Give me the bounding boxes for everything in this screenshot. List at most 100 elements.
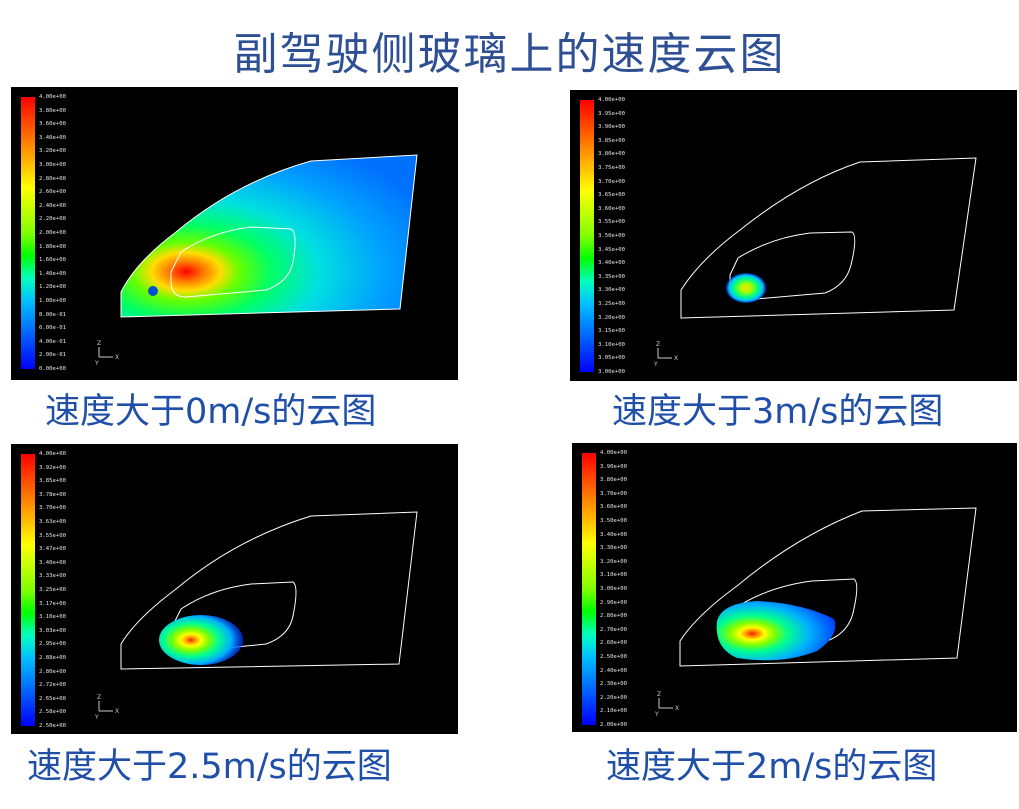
legend-tick-label: 3.55e+00 bbox=[598, 219, 625, 226]
svg-text:Y: Y bbox=[653, 361, 658, 368]
svg-text:Z: Z bbox=[97, 694, 101, 701]
legend-tick-label: 2.00e+00 bbox=[600, 722, 627, 728]
svg-text:X: X bbox=[674, 355, 678, 362]
legend-tick-label: 3.65e+00 bbox=[598, 192, 625, 199]
legend-tick-label: 3.25e+00 bbox=[39, 587, 66, 593]
legend-tick-label: 3.10e+00 bbox=[39, 614, 66, 621]
legend-tick-label: 1.20e+00 bbox=[39, 284, 66, 291]
legend-tick-label: 3.85e+00 bbox=[598, 137, 625, 144]
legend-tick-label: 2.00e-01 bbox=[39, 352, 66, 359]
legend-tick-label: 3.20e+00 bbox=[600, 558, 627, 565]
legend-tick-label: 3.55e+00 bbox=[39, 532, 66, 539]
panel-caption-2-5ms: 速度大于2.5m/s的云图 bbox=[27, 747, 392, 787]
legend-tick-label: 2.20e+00 bbox=[600, 694, 627, 701]
axis-triad: Z X Y bbox=[653, 341, 678, 368]
svg-text:Y: Y bbox=[94, 360, 99, 367]
svg-text:X: X bbox=[675, 705, 679, 712]
legend-tick-label: 3.15e+00 bbox=[598, 328, 625, 335]
legend-tick-label: 2.40e+00 bbox=[600, 667, 627, 674]
legend-tick-label: 2.70e+00 bbox=[600, 626, 627, 633]
panel-caption-3ms: 速度大于3m/s的云图 bbox=[612, 392, 944, 432]
legend-tick-label: 8.00e-01 bbox=[39, 311, 66, 318]
legend-tick-label: 3.20e+00 bbox=[598, 314, 625, 321]
legend-tick-label: 2.80e+00 bbox=[39, 668, 66, 675]
legend-tick-label: 3.70e+00 bbox=[600, 490, 627, 497]
legend-tick-label: 3.00e+00 bbox=[598, 369, 625, 375]
legend-tick-label: 2.50e+00 bbox=[600, 654, 627, 660]
legend-tick-label: 2.40e+00 bbox=[39, 202, 66, 209]
legend-tick-label: 3.75e+00 bbox=[598, 165, 625, 171]
legend-tick-label: 2.30e+00 bbox=[600, 681, 627, 688]
legend-tick-label: 2.50e+00 bbox=[39, 723, 66, 729]
legend-tick-label: 2.80e+00 bbox=[600, 613, 627, 620]
legend-tick-label: 3.95e+00 bbox=[598, 110, 625, 117]
legend-tick-label: 3.45e+00 bbox=[598, 246, 625, 253]
legend-tick-label: 3.90e+00 bbox=[600, 463, 627, 470]
legend-tick-label: 3.80e+00 bbox=[598, 151, 625, 158]
axis-triad: Z X Y bbox=[94, 340, 119, 367]
legend-tick-label: 3.60e+00 bbox=[600, 504, 627, 511]
colorbar bbox=[21, 97, 35, 369]
legend-tick-label: 3.63e+00 bbox=[39, 519, 66, 525]
legend-tick-label: 1.80e+00 bbox=[39, 243, 66, 250]
legend-tick-label: 2.90e+00 bbox=[600, 599, 627, 606]
contour-panel-3ms: Z X Y 4.00e+00 3.95e+00 3.90e+00 3.85e+00 3.… bbox=[570, 90, 1017, 381]
legend-tick-label: 3.40e+00 bbox=[39, 134, 66, 141]
svg-text:Z: Z bbox=[656, 341, 660, 348]
legend-tick-label: 3.70e+00 bbox=[39, 505, 66, 512]
colorbar bbox=[21, 454, 35, 726]
legend-tick-label: 4.00e-01 bbox=[39, 338, 66, 345]
contour-panel-0ms: Z X Y 4.00e+00 3.80e+00 3.60e+00 3.40e+00 3.… bbox=[11, 87, 458, 380]
legend-tick-label: 4.00e+00 bbox=[39, 94, 66, 100]
contour-plot-2ms: Z X Y bbox=[654, 507, 977, 718]
legend-tick-label: 2.65e+00 bbox=[39, 695, 66, 702]
legend-tick-label: 1.40e+00 bbox=[39, 270, 66, 277]
legend-tick-label: 2.80e+00 bbox=[39, 175, 66, 182]
svg-text:Y: Y bbox=[654, 711, 659, 718]
legend-tick-label: 3.90e+00 bbox=[598, 124, 625, 131]
legend-tick-label: 2.10e+00 bbox=[600, 708, 627, 715]
legend-tick-label: 2.60e+00 bbox=[600, 640, 627, 647]
legend-tick-label: 3.00e+00 bbox=[39, 162, 66, 168]
legend-tick-label: 3.30e+00 bbox=[598, 287, 625, 294]
colorbar bbox=[582, 453, 596, 725]
legend-tick-label: 4.00e+00 bbox=[39, 451, 66, 457]
legend-tick-label: 3.40e+00 bbox=[600, 531, 627, 538]
legend-tick-label: 4.00e+00 bbox=[600, 450, 627, 456]
legend-tick-label: 3.40e+00 bbox=[39, 559, 66, 566]
legend-tick-label: 3.50e+00 bbox=[598, 233, 625, 239]
contour-panel-2-5ms: Z X Y 4.00e+00 3.92e+00 3.85e+00 3.78e+00 3.… bbox=[11, 444, 458, 734]
legend-tick-label: 2.60e+00 bbox=[39, 189, 66, 196]
legend-tick-label: 3.47e+00 bbox=[39, 546, 66, 553]
legend-tick-label: 3.35e+00 bbox=[598, 273, 625, 280]
axis-triad: Z X Y bbox=[94, 694, 119, 721]
legend-tick-label: 3.30e+00 bbox=[600, 545, 627, 552]
legend-tick-label: 3.17e+00 bbox=[39, 600, 66, 607]
svg-text:X: X bbox=[115, 354, 119, 361]
legend-tick-label: 3.85e+00 bbox=[39, 478, 66, 485]
legend-tick-label: 3.80e+00 bbox=[600, 477, 627, 484]
axis-triad: Z X Y bbox=[654, 691, 679, 718]
legend-tick-label: 3.10e+00 bbox=[600, 572, 627, 579]
svg-text:Y: Y bbox=[94, 714, 99, 721]
legend-tick-label: 3.92e+00 bbox=[39, 464, 66, 471]
legend-tick-label: 1.60e+00 bbox=[39, 257, 66, 264]
legend-tick-label: 1.00e+00 bbox=[39, 298, 66, 304]
contour-panel-2ms: Z X Y 4.00e+00 3.90e+00 3.80e+00 3.70e+00 3.… bbox=[572, 443, 1017, 732]
contour-plot-3ms: Z X Y bbox=[653, 157, 977, 368]
legend-tick-label: 3.05e+00 bbox=[598, 355, 625, 362]
legend-tick-label: 0.00e+00 bbox=[39, 366, 66, 372]
legend-tick-label: 3.03e+00 bbox=[39, 627, 66, 634]
legend-tick-label: 3.10e+00 bbox=[598, 341, 625, 348]
legend-tick-label: 3.00e+00 bbox=[600, 586, 627, 592]
legend-tick-label: 2.58e+00 bbox=[39, 709, 66, 716]
legend-tick-label: 4.00e+00 bbox=[598, 97, 625, 103]
legend-tick-label: 3.33e+00 bbox=[39, 573, 66, 580]
legend-tick-label: 2.20e+00 bbox=[39, 216, 66, 223]
legend-tick-label: 2.00e+00 bbox=[39, 230, 66, 236]
legend-tick-label: 3.78e+00 bbox=[39, 491, 66, 498]
panel-caption-0ms: 速度大于0m/s的云图 bbox=[45, 392, 377, 432]
panel-caption-2ms: 速度大于2m/s的云图 bbox=[606, 747, 938, 787]
legend-tick-label: 3.60e+00 bbox=[598, 205, 625, 212]
legend-tick-label: 2.72e+00 bbox=[39, 682, 66, 689]
